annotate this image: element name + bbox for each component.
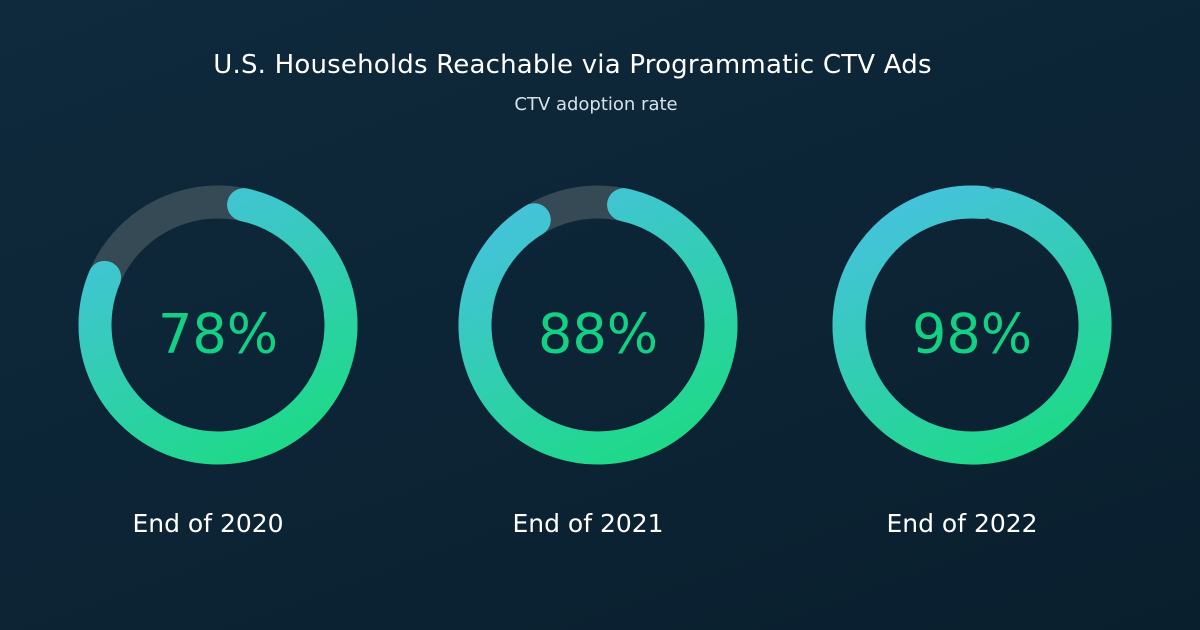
donut-arc-1: [458, 188, 738, 465]
period-label-1: End of 2021: [512, 509, 663, 538]
donut-arc-2: [832, 185, 1112, 465]
chart-subtitle: CTV adoption rate: [514, 94, 678, 115]
donut-arc-0: [78, 188, 358, 465]
chart-title: U.S. Households Reachable via Programmat…: [213, 50, 932, 80]
donut-value-1: 88%: [538, 303, 658, 366]
donut-value-0: 78%: [158, 303, 278, 366]
donut-value-2: 98%: [912, 303, 1032, 366]
period-label-2: End of 2022: [886, 509, 1037, 538]
period-label-0: End of 2020: [132, 509, 283, 538]
